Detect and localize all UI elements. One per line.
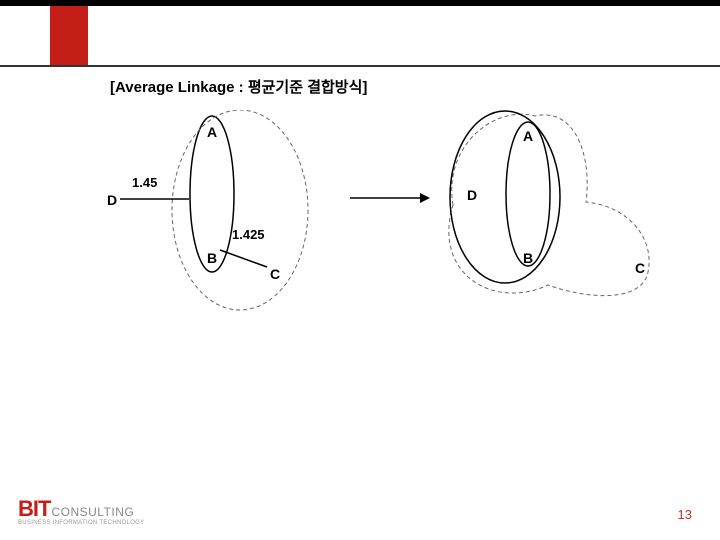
arrow-head: [420, 193, 430, 203]
logo: BIT CONSULTING BUSINESS INFORMATION TECH…: [18, 496, 144, 526]
node-d-left: D: [102, 192, 122, 208]
diagram-svg: [70, 110, 660, 330]
line-c-left: [220, 250, 267, 267]
logo-bit: BIT: [18, 496, 50, 522]
diagram: A B C D 1.45 1.425 A B C D: [70, 110, 660, 310]
node-b-left: B: [202, 250, 222, 266]
node-b-right: B: [518, 250, 538, 266]
logo-subtitle: BUSINESS INFORMATION TECHNOLOGY: [18, 520, 144, 526]
value-d: 1.45: [132, 175, 157, 190]
top-bar: [0, 0, 720, 6]
node-a-left: A: [202, 124, 222, 140]
ellipse-abc-dashed: [172, 110, 308, 310]
accent-block: [50, 6, 88, 66]
logo-consulting: CONSULTING: [51, 505, 134, 519]
node-d-right: D: [462, 187, 482, 203]
value-c: 1.425: [232, 227, 265, 242]
blob-dashed-right: [449, 114, 649, 295]
node-a-right: A: [518, 128, 538, 144]
title-divider: [0, 65, 720, 67]
slide-title: [Average Linkage : 평균기준 결합방식]: [110, 76, 367, 97]
node-c-right: C: [630, 260, 650, 276]
logo-main: BIT CONSULTING: [18, 496, 144, 522]
page-number: 13: [678, 507, 692, 522]
node-c-left: C: [265, 266, 285, 282]
